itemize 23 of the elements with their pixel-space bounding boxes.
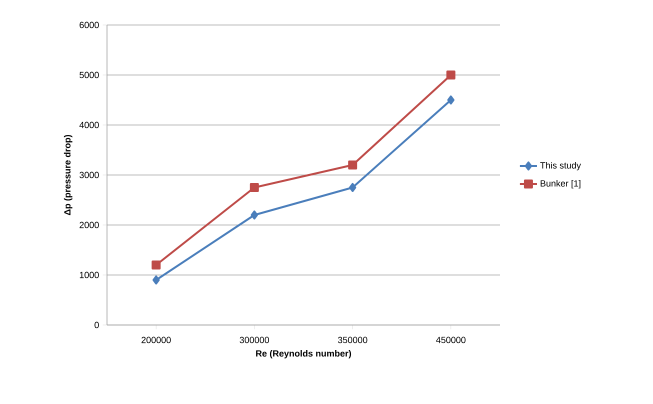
y-axis-title: Δp (pressure drop) [64,134,72,216]
point [348,160,358,170]
y-tick-label: 5000 [80,72,99,78]
point [250,210,258,220]
point [447,95,454,104]
x-tick-label: 300000 [240,336,270,344]
x-tick-label: 200000 [142,336,171,344]
point [349,182,356,192]
point [152,275,160,284]
point [152,260,161,270]
legend-label: Bunker [1] [540,180,580,188]
y-tick-label: 2000 [80,222,99,228]
point [446,70,456,80]
y-tick-label: 4000 [79,122,99,128]
y-tick-label: 6000 [80,22,99,28]
y-tick-label: 1000 [80,272,99,278]
x-tick-label: 350000 [338,336,368,344]
y-tick-label: 0 [94,322,99,328]
x-tick-label: 450000 [436,336,466,344]
legend-label: This study [540,162,581,170]
point [250,182,259,192]
y-tick-label: 3000 [80,172,99,178]
x-axis-title: Re (Reynolds number) [256,350,352,358]
